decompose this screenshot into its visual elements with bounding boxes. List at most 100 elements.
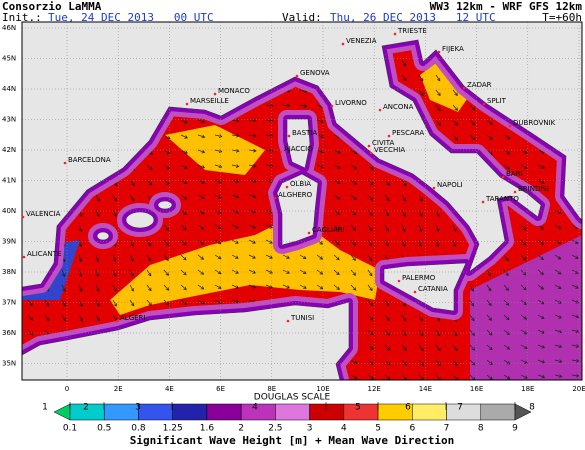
arrow <box>112 194 117 202</box>
city-label: NAPOLI <box>437 181 463 189</box>
city-dot <box>115 319 119 323</box>
city-dot <box>437 50 441 54</box>
lon-label: 8E <box>267 385 276 393</box>
lat-label: 38N <box>2 268 16 276</box>
arrow <box>537 239 544 245</box>
colorbar-value: 0.8 <box>131 424 146 434</box>
city-label: BRINDISI <box>518 185 549 193</box>
arrow <box>231 164 240 168</box>
lon-label: 6E <box>216 385 225 393</box>
yellow-zone <box>110 225 380 315</box>
arrow <box>333 194 341 200</box>
arrow <box>265 284 274 289</box>
arrow <box>333 284 340 290</box>
arrow <box>486 284 492 292</box>
arrow <box>27 329 34 336</box>
arrow <box>367 224 373 232</box>
arrow <box>350 359 358 364</box>
city-label: BARI <box>506 170 523 178</box>
arrow <box>435 74 441 82</box>
arrow <box>537 314 545 319</box>
colorbar-cell <box>309 403 345 421</box>
douglas-value: 3 <box>135 403 141 413</box>
arrow <box>418 329 424 337</box>
arrow <box>299 254 307 260</box>
arrow <box>537 374 546 379</box>
arrow <box>248 224 256 229</box>
arrow <box>418 344 424 352</box>
arrow <box>554 254 562 260</box>
colorbar-cell <box>480 403 516 421</box>
arrow <box>452 104 458 111</box>
arrow <box>265 224 274 229</box>
arrow <box>486 374 493 380</box>
city-label: ALGERI <box>120 314 145 322</box>
land-shape <box>96 231 110 241</box>
city-dot <box>273 196 277 200</box>
arrow <box>163 269 169 276</box>
arrow <box>214 194 222 199</box>
arrow <box>333 209 341 215</box>
arrow <box>197 164 206 169</box>
land-shape <box>22 22 582 288</box>
arrow <box>503 269 509 277</box>
lon-label: 0 <box>65 385 69 393</box>
city-dot <box>513 190 517 194</box>
douglas-value: 7 <box>457 403 463 413</box>
colorbar-cell <box>206 403 242 421</box>
arrow <box>469 104 476 111</box>
arrow <box>214 209 222 214</box>
arrow <box>248 254 256 259</box>
arrow <box>95 284 100 293</box>
city-label: MONACO <box>218 87 250 95</box>
arrow <box>503 344 511 350</box>
city-dot <box>462 86 466 90</box>
lat-label: 42N <box>2 146 16 154</box>
arrow <box>537 284 545 290</box>
arrow <box>571 284 579 289</box>
arrow <box>180 254 187 261</box>
arrow <box>231 254 239 259</box>
city-dot <box>279 150 283 154</box>
arrow <box>197 119 206 124</box>
arrow <box>367 239 373 247</box>
colorbar-value: 9 <box>512 424 518 434</box>
city-dot <box>330 104 334 108</box>
arrow <box>486 134 493 140</box>
city-label: FIJEKA <box>442 45 464 53</box>
arrow <box>78 299 83 307</box>
arrow <box>180 149 188 154</box>
city-label: SPLIT <box>487 97 507 105</box>
arrow <box>265 133 274 138</box>
city-dot <box>387 134 391 138</box>
city-dot <box>508 124 512 128</box>
colorbar-value: 7 <box>444 424 450 434</box>
arrow <box>163 284 170 291</box>
arrow <box>367 179 374 186</box>
arrow <box>520 284 527 291</box>
city-label: ALGHERO <box>278 191 313 199</box>
arrow <box>27 314 34 321</box>
arrow <box>197 269 205 275</box>
arrow <box>333 269 340 276</box>
douglas-value: 5 <box>355 403 361 413</box>
graticule <box>22 22 582 380</box>
arrow <box>384 194 390 202</box>
arrow <box>367 164 374 171</box>
arrow <box>520 314 528 320</box>
arrow <box>231 118 240 123</box>
colorbar-value: 0.1 <box>63 424 77 434</box>
arrow <box>146 179 153 186</box>
yellow-zone <box>420 60 470 112</box>
lon-label: 16E <box>470 385 483 393</box>
arrow <box>146 269 152 277</box>
lon-label: 4E <box>165 385 174 393</box>
arrow <box>61 269 66 278</box>
arrow <box>282 103 291 108</box>
arrow <box>197 224 205 230</box>
colorbar-value: 1.25 <box>163 424 183 434</box>
arrow <box>520 164 528 170</box>
arrow <box>452 329 458 337</box>
lat-label: 35N <box>2 360 16 368</box>
